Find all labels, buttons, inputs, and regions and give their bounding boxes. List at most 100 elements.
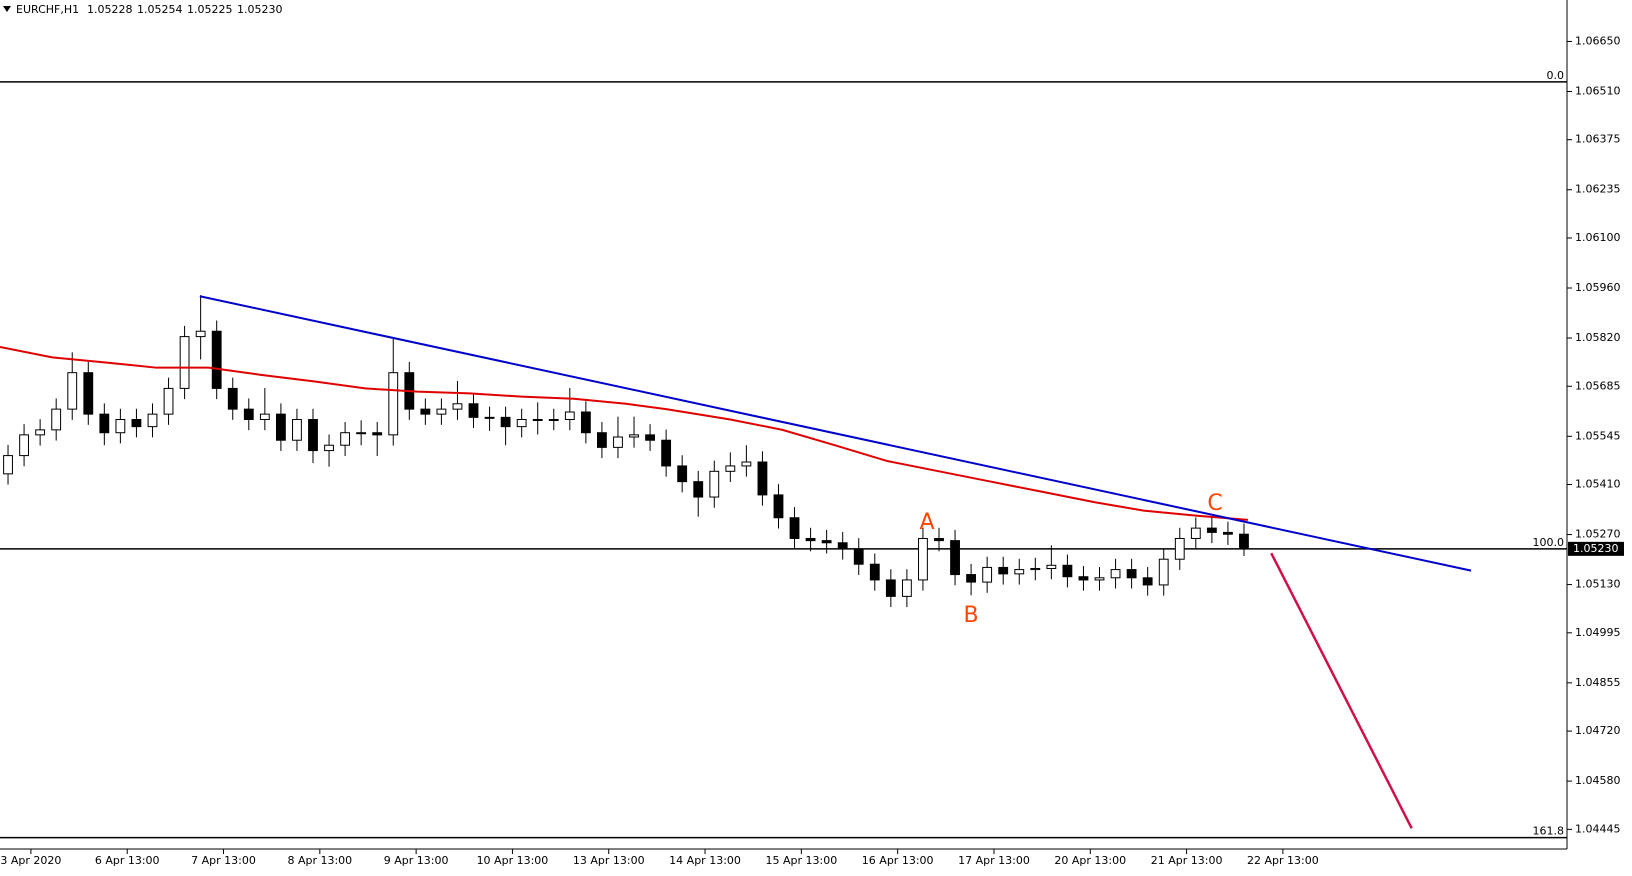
candle-body: [99, 413, 110, 434]
y-tick-label: 1.05685: [1575, 379, 1621, 392]
candle-body: [147, 413, 158, 428]
y-tick-label: 1.06510: [1575, 84, 1621, 97]
x-tick-label: 16 Apr 13:00: [862, 854, 934, 867]
ohlc-high: 1.05254: [137, 3, 183, 16]
candle-body: [1190, 527, 1201, 539]
candle-body: [821, 540, 832, 544]
candle-body: [1158, 558, 1169, 586]
candle-body: [950, 540, 960, 576]
y-tick-label: 1.06375: [1575, 133, 1621, 146]
ohlc-low: 1.05225: [187, 3, 233, 16]
candle-body: [532, 418, 543, 421]
candle-body: [468, 403, 479, 418]
x-tick-label: 21 Apr 13:00: [1151, 854, 1223, 867]
x-tick-label: 9 Apr 13:00: [384, 854, 449, 867]
fib-level-label: 0.0: [1547, 69, 1565, 82]
candle-body: [869, 563, 880, 581]
candle-body: [179, 336, 190, 389]
candle-body: [645, 434, 655, 441]
x-tick-label: 3 Apr 2020: [0, 854, 61, 867]
candle-body: [340, 432, 351, 446]
y-tick-label: 1.06650: [1575, 34, 1621, 47]
candle-body: [484, 416, 495, 419]
candle-body: [998, 566, 1009, 575]
candle-body: [741, 461, 752, 467]
candle-body: [982, 566, 993, 583]
wave-label: C: [1207, 491, 1222, 516]
projection-line: [1270, 552, 1413, 829]
x-tick-label: 14 Apr 13:00: [669, 854, 741, 867]
wave-label: B: [963, 603, 978, 628]
candle-body: [789, 517, 800, 539]
candle-body: [308, 418, 318, 452]
y-tick-label: 1.04445: [1575, 822, 1621, 835]
candle-body: [629, 434, 639, 438]
candle-body: [725, 465, 736, 472]
y-tick-label: 1.04720: [1575, 724, 1621, 737]
candle-body: [564, 411, 575, 420]
candle-body: [677, 465, 688, 483]
candle-body: [597, 432, 607, 448]
candle-body: [1062, 564, 1073, 578]
x-tick-label: 15 Apr 13:00: [765, 854, 837, 867]
ohlc-close: 1.05230: [237, 3, 283, 16]
candle-body: [1046, 564, 1057, 570]
candle-body: [1206, 527, 1217, 533]
candle-body: [1174, 537, 1185, 560]
last-price-box: [1568, 541, 1624, 556]
y-tick-label: 1.05820: [1575, 331, 1621, 344]
candle-body: [966, 574, 977, 583]
candle-body: [3, 455, 13, 475]
y-tick-label: 1.04995: [1575, 626, 1621, 639]
candle-body: [1030, 568, 1041, 571]
candle-body: [83, 372, 94, 415]
candle-body: [163, 387, 174, 415]
candle-body: [837, 542, 848, 550]
y-tick-label: 1.06100: [1575, 231, 1621, 244]
fib-level-label: 100.0: [1533, 536, 1565, 549]
menu-arrow[interactable]: [3, 6, 11, 12]
ohlc-open: 1.05228: [87, 3, 133, 16]
y-tick-label: 1.05270: [1575, 528, 1621, 541]
candle-body: [580, 411, 591, 434]
candle-body: [1126, 569, 1137, 579]
x-tick-label: 22 Apr 13:00: [1247, 854, 1319, 867]
fib-level-label: 161.8: [1533, 825, 1565, 838]
y-tick-label: 1.05545: [1575, 429, 1621, 442]
candle-body: [1078, 576, 1089, 581]
candle-body: [1142, 577, 1153, 586]
candle-body: [292, 418, 302, 441]
candle-body: [452, 403, 463, 410]
candle-body: [773, 494, 784, 519]
candle-body: [195, 330, 206, 338]
y-tick-label: 1.05960: [1575, 281, 1621, 294]
candle-body: [436, 408, 447, 415]
x-tick-label: 8 Apr 13:00: [287, 854, 352, 867]
candle-body: [548, 418, 559, 421]
candle-body: [356, 432, 367, 435]
candle-body: [259, 413, 270, 420]
y-tick-label: 1.05410: [1575, 478, 1621, 491]
candle-body: [324, 444, 334, 452]
candle-body: [1223, 531, 1233, 535]
x-tick-label: 13 Apr 13:00: [573, 854, 645, 867]
candle-body: [1110, 569, 1121, 579]
candle-body: [661, 439, 672, 467]
y-tick-label: 1.05130: [1575, 578, 1621, 591]
candle-body: [1239, 533, 1249, 550]
candle-body: [918, 537, 928, 581]
candle-body: [516, 418, 527, 428]
candle-body: [372, 432, 383, 436]
x-tick-label: 20 Apr 13:00: [1054, 854, 1126, 867]
candle-body: [243, 408, 254, 420]
candle-body: [275, 413, 286, 441]
candle-body: [805, 537, 816, 542]
candle-body: [709, 470, 720, 498]
candle-body: [934, 537, 944, 542]
x-tick-label: 17 Apr 13:00: [958, 854, 1030, 867]
candle-body: [131, 418, 142, 428]
candle-body: [19, 434, 29, 457]
candle-body: [211, 330, 222, 389]
y-tick-label: 1.04855: [1575, 676, 1621, 689]
candle-body: [35, 429, 46, 436]
